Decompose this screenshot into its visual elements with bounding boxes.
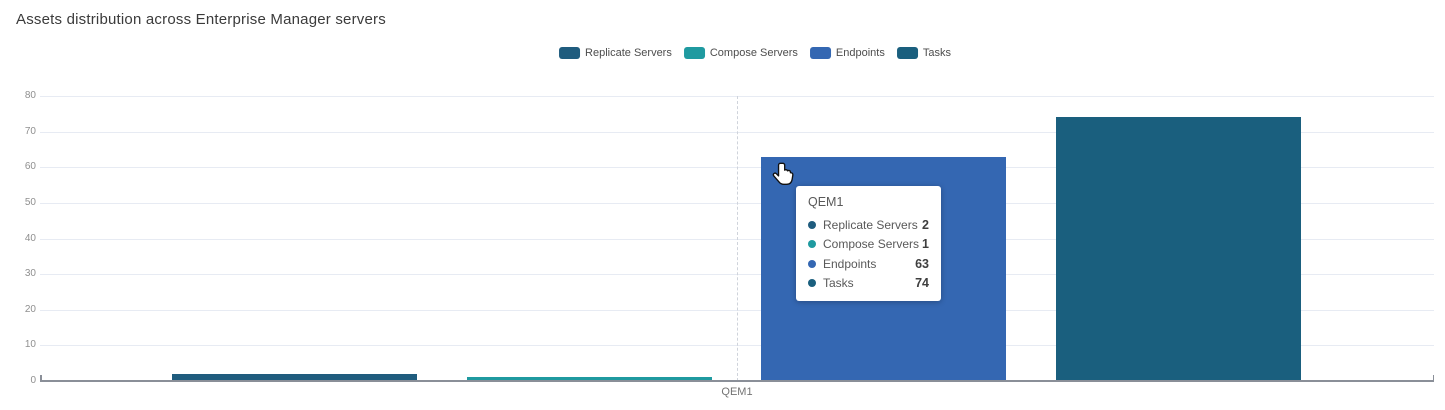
tooltip-series-value: 74 [915, 276, 929, 291]
hover-tooltip: QEM1 Replicate Servers 2 Compose Servers 1 E… [796, 186, 941, 301]
series-dot-icon [808, 220, 816, 229]
y-axis-label: 70 [24, 125, 36, 137]
category-guide-line [737, 96, 738, 381]
y-axis-label: 0 [30, 375, 36, 386]
axis-end-tick [40, 375, 42, 380]
y-axis-label: 10 [24, 339, 36, 351]
legend-swatch [809, 47, 831, 59]
legend-swatch [559, 47, 581, 59]
plot-area [40, 96, 1434, 382]
tooltip-series-value: 1 [922, 237, 929, 252]
tooltip-row: Tasks 74 [808, 274, 929, 294]
bar-compose-servers[interactable] [466, 377, 712, 381]
x-axis-category-label: QEM1 [721, 386, 753, 398]
legend-item-endpoints[interactable]: Endpoints [809, 47, 885, 59]
chart-title: Assets distribution across Enterprise Ma… [16, 11, 386, 28]
tooltip-series-value: 63 [915, 256, 929, 271]
axis-end-tick [1432, 375, 1434, 380]
legend-item-tasks[interactable]: Tasks [896, 47, 951, 59]
legend-label: Endpoints [835, 47, 885, 59]
y-axis-label: 40 [24, 232, 36, 244]
tooltip-row: Endpoints 63 [808, 254, 929, 274]
tooltip-series-label: Endpoints [823, 256, 877, 271]
bar-replicate-servers[interactable] [172, 373, 417, 381]
tooltip-series-label: Replicate Servers [823, 217, 918, 232]
legend-label: Compose Servers [709, 47, 798, 59]
series-dot-icon [808, 259, 816, 268]
series-dot-icon [808, 279, 816, 288]
y-axis-label: 20 [24, 303, 36, 315]
tooltip-title: QEM1 [808, 195, 844, 209]
tooltip-row: Replicate Servers 2 [808, 215, 929, 235]
series-dot-icon [808, 240, 816, 249]
tooltip-series-label: Tasks [823, 276, 854, 291]
y-axis-label: 50 [24, 196, 36, 208]
tooltip-series-label: Compose Servers [823, 237, 920, 252]
legend-item-compose-servers[interactable]: Compose Servers [683, 47, 798, 59]
x-axis-line [40, 380, 1434, 382]
hand-cursor-icon [772, 162, 794, 186]
tooltip-series-value: 2 [922, 217, 929, 232]
legend-item-replicate-servers[interactable]: Replicate Servers [559, 47, 672, 59]
legend-label: Replicate Servers [585, 47, 672, 59]
chart-legend: Replicate Servers Compose Servers Endpoint… [553, 47, 957, 59]
y-axis-label: 60 [24, 161, 36, 173]
bar-tasks[interactable] [1056, 117, 1301, 381]
y-axis-label: 80 [24, 90, 36, 101]
legend-swatch [683, 47, 705, 59]
tooltip-row: Compose Servers 1 [808, 235, 929, 255]
y-axis-label: 30 [24, 268, 36, 280]
legend-label: Tasks [922, 47, 951, 59]
legend-swatch [896, 47, 918, 59]
